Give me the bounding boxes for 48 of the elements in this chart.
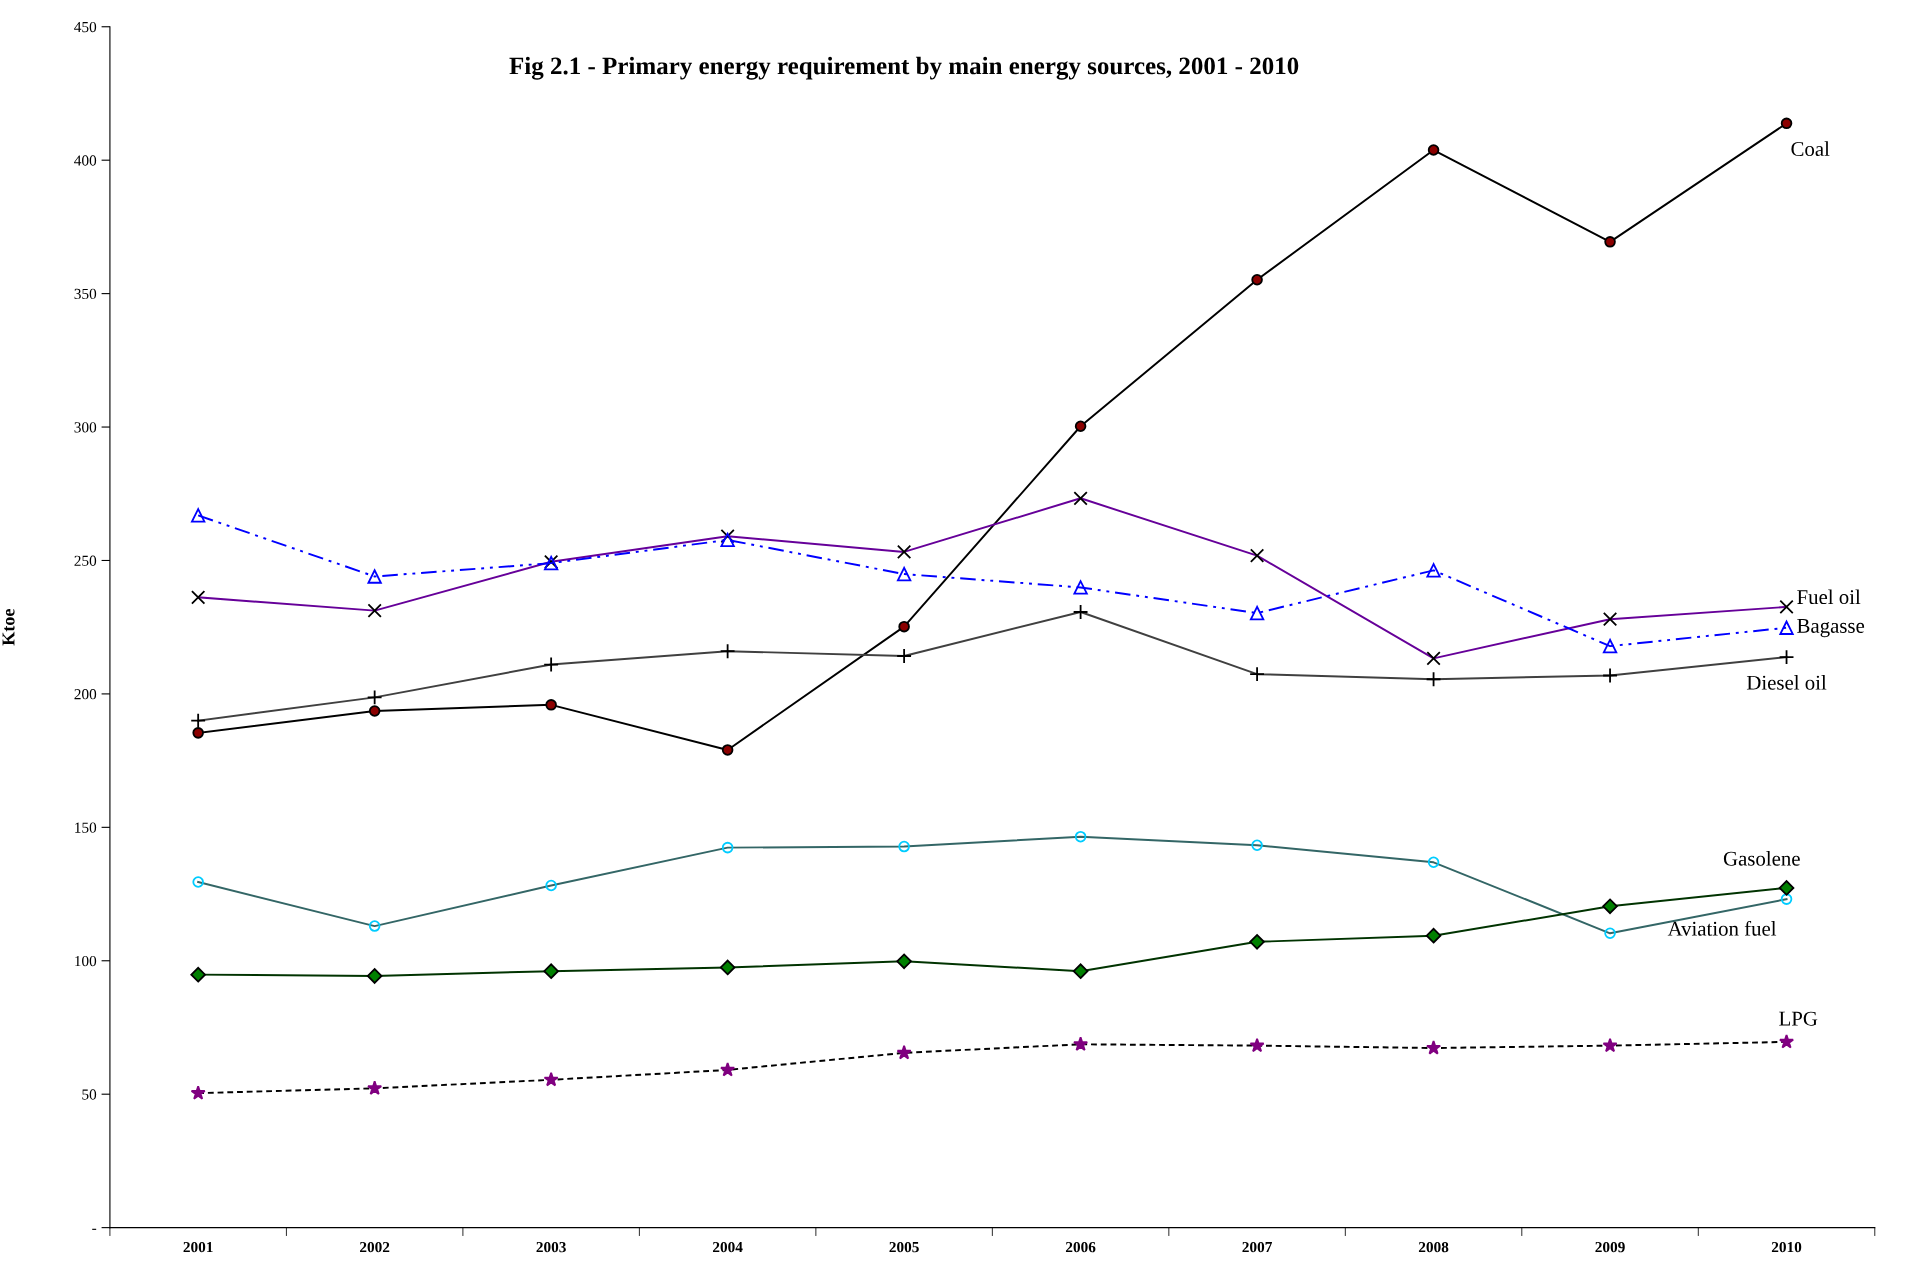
point	[192, 727, 204, 739]
point	[545, 699, 557, 711]
point	[1251, 273, 1263, 286]
point	[1426, 563, 1441, 578]
point	[1427, 144, 1440, 156]
point	[898, 620, 910, 633]
series-label: Bagasse	[1797, 619, 1865, 638]
x-tick-label: 2010	[1771, 1241, 1802, 1253]
point	[1074, 420, 1087, 433]
x-tick-label: 2007	[1242, 1241, 1272, 1253]
y-axis-title: Ktoe	[2, 609, 15, 646]
text: Fig 2.1 - Primary energy requirement by main energy sources, 2001 - 2010	[509, 56, 1299, 80]
y-tick-label: 450	[74, 21, 97, 33]
point	[368, 705, 381, 717]
point	[1602, 638, 1618, 654]
point	[1604, 236, 1616, 248]
point	[191, 508, 206, 523]
series-label: Coal	[1791, 141, 1830, 157]
x-tick-label: 2002	[360, 1241, 390, 1253]
y-tick-label: 300	[74, 422, 97, 433]
point	[720, 532, 735, 548]
y-tick-label: 350	[74, 288, 97, 300]
y-tick-label: 200	[74, 689, 97, 700]
point	[1780, 117, 1793, 130]
point	[896, 566, 912, 582]
x-tick-label: 2005	[889, 1241, 919, 1253]
series-label: Diesel oil	[1746, 675, 1827, 690]
series-label: LPG	[1779, 1011, 1818, 1026]
x-tick-label: 2004	[712, 1241, 743, 1253]
y-tick-label: 250	[74, 555, 97, 566]
series-label: Aviation fuel	[1667, 920, 1777, 936]
point	[721, 744, 734, 756]
y-tick-label: 100	[75, 955, 97, 967]
y-tick-label: -	[92, 1228, 97, 1230]
series-label: Fuel oil	[1797, 589, 1861, 605]
point	[1073, 580, 1088, 595]
series-label: Gasolene	[1723, 851, 1800, 866]
y-tick-label: 400	[74, 155, 97, 166]
point	[1779, 620, 1794, 635]
x-tick-label: 2003	[536, 1241, 566, 1253]
x-tick-label: 2008	[1418, 1241, 1449, 1253]
x-tick-label: 2009	[1595, 1241, 1625, 1253]
point	[367, 569, 382, 584]
y-tick-label: 150	[75, 822, 97, 833]
point	[1249, 605, 1265, 621]
x-tick-label: 2006	[1065, 1241, 1096, 1253]
y-tick-label: 50	[82, 1089, 97, 1100]
x-tick-label: 2001	[183, 1241, 213, 1253]
